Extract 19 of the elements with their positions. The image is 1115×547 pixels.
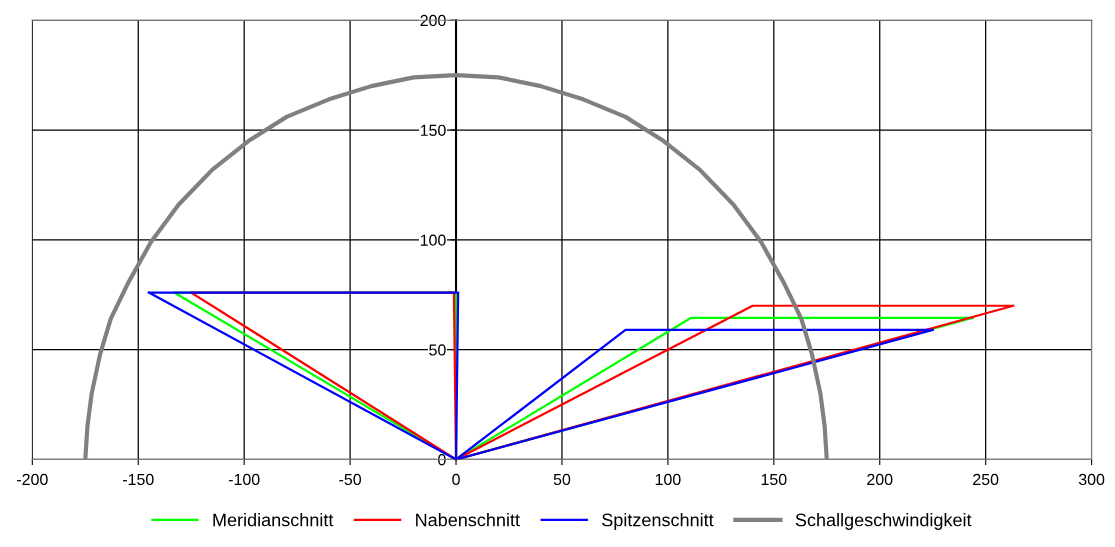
x-tick-label: -100	[228, 473, 260, 486]
x-tick-label: 0	[452, 473, 460, 486]
x-tick-label: -50	[339, 473, 362, 486]
x-tick-label: 150	[761, 473, 787, 486]
x-tick-label: 300	[1078, 473, 1105, 486]
legend-label: Nabenschnitt	[416, 513, 520, 527]
y-tick-label: 50	[429, 344, 446, 356]
x-tick-label: -150	[122, 473, 154, 486]
y-tick-label: 150	[420, 124, 446, 136]
legend-label: Spitzenschnitt	[602, 513, 714, 530]
x-tick-label: 250	[973, 473, 999, 486]
x-tick-label: 200	[867, 473, 893, 486]
legend-label: Schallgeschwindigkeit	[795, 513, 972, 530]
x-tick-label: 100	[655, 473, 681, 486]
y-tick-label: 100	[420, 234, 446, 246]
x-tick-label: 50	[553, 473, 571, 486]
x-tick-label: -200	[17, 473, 48, 486]
legend-label: Meridianschnitt	[213, 513, 334, 527]
y-tick-label: 200	[420, 14, 446, 27]
